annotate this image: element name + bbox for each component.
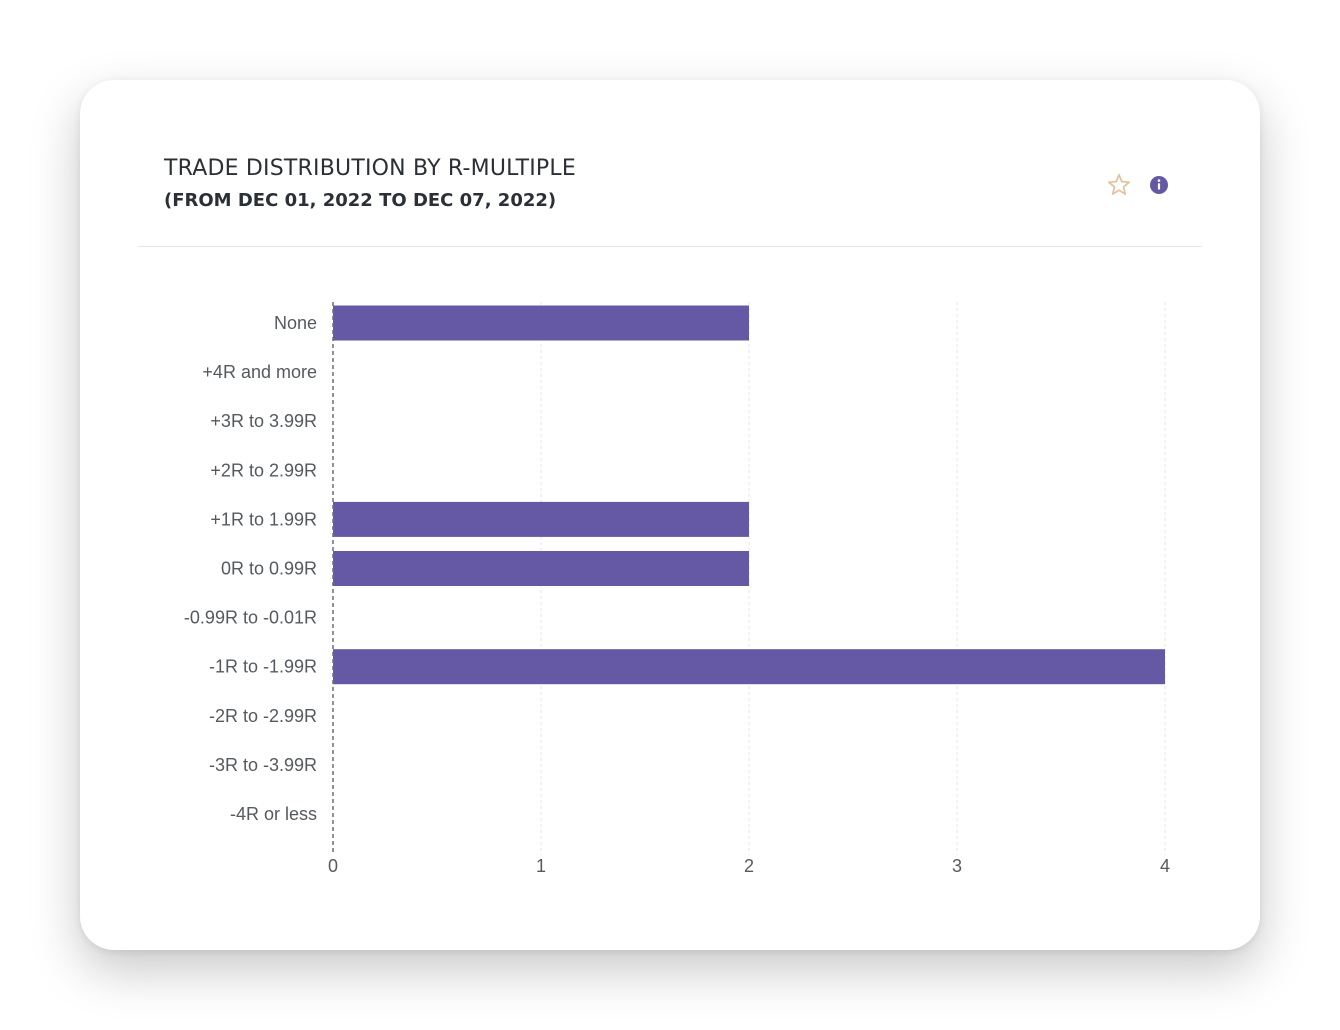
x-tick-label: 1 [536,856,546,876]
header-divider [138,246,1202,247]
x-tick-label: 0 [328,856,338,876]
bar[interactable] [333,305,749,341]
info-button[interactable] [1146,172,1172,198]
x-tick-label: 2 [744,856,754,876]
header-actions [1106,172,1172,198]
category-label: -3R to -3.99R [209,755,317,775]
x-tick-label: 4 [1160,856,1170,876]
card-header: TRADE DISTRIBUTION BY R-MULTIPLE (FROM D… [164,154,576,213]
category-label: -4R or less [230,804,317,824]
chart-card: TRADE DISTRIBUTION BY R-MULTIPLE (FROM D… [80,80,1260,950]
category-label: +3R to 3.99R [210,411,317,431]
category-label: -1R to -1.99R [209,657,317,677]
star-outline-icon [1107,173,1131,195]
category-label: -2R to -2.99R [209,706,317,726]
chart-title: TRADE DISTRIBUTION BY R-MULTIPLE [164,156,576,181]
chart-subtitle: (FROM DEC 01, 2022 TO DEC 07, 2022) [164,190,557,211]
bar[interactable] [333,649,1165,685]
info-icon [1150,176,1168,194]
bar-chart: None +4R and more +3R to 3.99R +2R to 2.99R… [184,302,1170,876]
bar[interactable] [333,551,749,586]
category-label: +4R and more [202,362,317,382]
category-label: +2R to 2.99R [210,460,317,480]
category-label: -0.99R to -0.01R [184,608,317,628]
favorite-button[interactable] [1106,172,1132,198]
category-label: +1R to 1.99R [210,509,317,529]
category-label: 0R to 0.99R [221,559,317,579]
bar[interactable] [333,501,749,537]
x-tick-label: 3 [952,856,962,876]
category-label: None [274,313,317,333]
